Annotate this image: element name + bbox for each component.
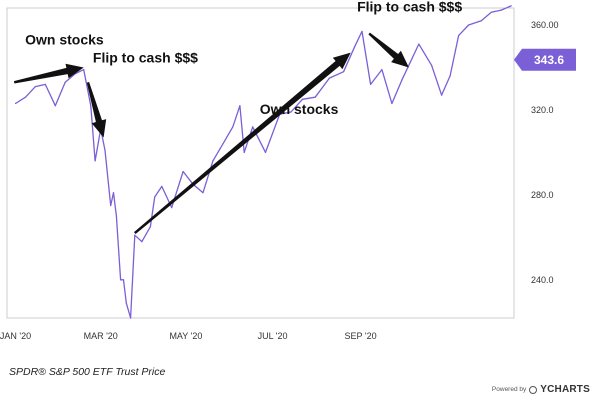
chart-caption: SPDR® S&P 500 ETF Trust Price	[9, 366, 166, 378]
price-point	[222, 143, 224, 145]
price-point	[500, 9, 502, 11]
price-point	[354, 45, 356, 47]
ycharts-brand: YCHARTS	[540, 384, 590, 395]
ycharts-logo-icon	[529, 385, 538, 394]
annotation-arrow	[86, 82, 107, 138]
y-tick-label: 280.0	[531, 190, 554, 200]
price-point	[490, 11, 492, 13]
last-price-label: 343.6	[534, 53, 564, 67]
price-point	[401, 79, 403, 81]
annotation-arrow	[134, 52, 351, 234]
x-tick-label: MAY '20	[169, 331, 202, 341]
price-point	[361, 30, 363, 32]
price-point	[64, 81, 66, 83]
price-point	[122, 279, 125, 281]
price-point	[149, 226, 151, 228]
price-point	[212, 160, 214, 162]
y-tick-label: 360.00	[531, 20, 559, 30]
price-point	[232, 126, 234, 128]
powered-by-text: Powered by	[491, 386, 527, 393]
y-tick-label: 240.0	[531, 275, 554, 285]
price-point	[90, 105, 92, 107]
price-point	[328, 77, 330, 79]
price-point	[391, 102, 393, 105]
price-point	[112, 192, 115, 194]
price-point	[370, 83, 372, 85]
price-point	[130, 317, 132, 319]
price-point	[161, 185, 163, 187]
price-point	[441, 94, 443, 96]
price-point	[202, 192, 204, 194]
price-point	[418, 43, 420, 45]
price-point	[44, 83, 46, 85]
price-point	[134, 234, 136, 236]
price-point	[468, 24, 470, 26]
price-point	[243, 151, 245, 153]
price-point	[510, 5, 512, 7]
ycharts-attribution[interactable]: Powered by YCHARTS	[492, 384, 590, 395]
plot-border	[6, 7, 515, 319]
price-point	[154, 196, 156, 198]
price-point	[182, 170, 184, 173]
price-point	[449, 75, 451, 77]
price-point	[83, 69, 85, 71]
x-tick-label: JUL '20	[258, 331, 288, 341]
price-point	[458, 35, 460, 37]
price-point	[54, 105, 56, 107]
price-point	[314, 96, 316, 98]
last-price-badge	[514, 48, 576, 71]
price-point	[24, 96, 27, 98]
price-point	[94, 160, 96, 162]
price-point	[301, 98, 303, 100]
price-point	[125, 302, 127, 304]
price-point	[14, 102, 17, 105]
x-tick-label: JAN '20	[0, 331, 31, 341]
annotation-label: Flip to cash $$$	[357, 0, 462, 15]
x-tick-label: MAR '20	[84, 331, 118, 341]
price-point	[264, 151, 267, 153]
price-point	[381, 69, 383, 71]
annotation-arrow	[368, 32, 409, 68]
price-point	[252, 126, 254, 128]
annotation-arrow	[13, 63, 84, 84]
price-point	[290, 111, 292, 113]
price-point	[34, 86, 37, 88]
price-point	[141, 241, 143, 243]
y-tick-label: 320.0	[531, 105, 554, 115]
price-point	[120, 279, 122, 281]
price-point	[171, 207, 173, 209]
price-point	[480, 20, 482, 22]
price-point	[110, 204, 112, 207]
price-point	[115, 215, 117, 217]
annotation-label: Own stocks	[260, 101, 339, 117]
annotation-label: Own stocks	[25, 31, 104, 47]
x-tick-label: SEP '20	[345, 331, 377, 341]
price-point	[343, 71, 345, 73]
price-series-line	[15, 5, 512, 319]
price-point	[104, 149, 106, 151]
price-point	[239, 105, 241, 107]
annotation-label: Flip to cash $$$	[93, 49, 198, 65]
price-point	[431, 64, 433, 66]
